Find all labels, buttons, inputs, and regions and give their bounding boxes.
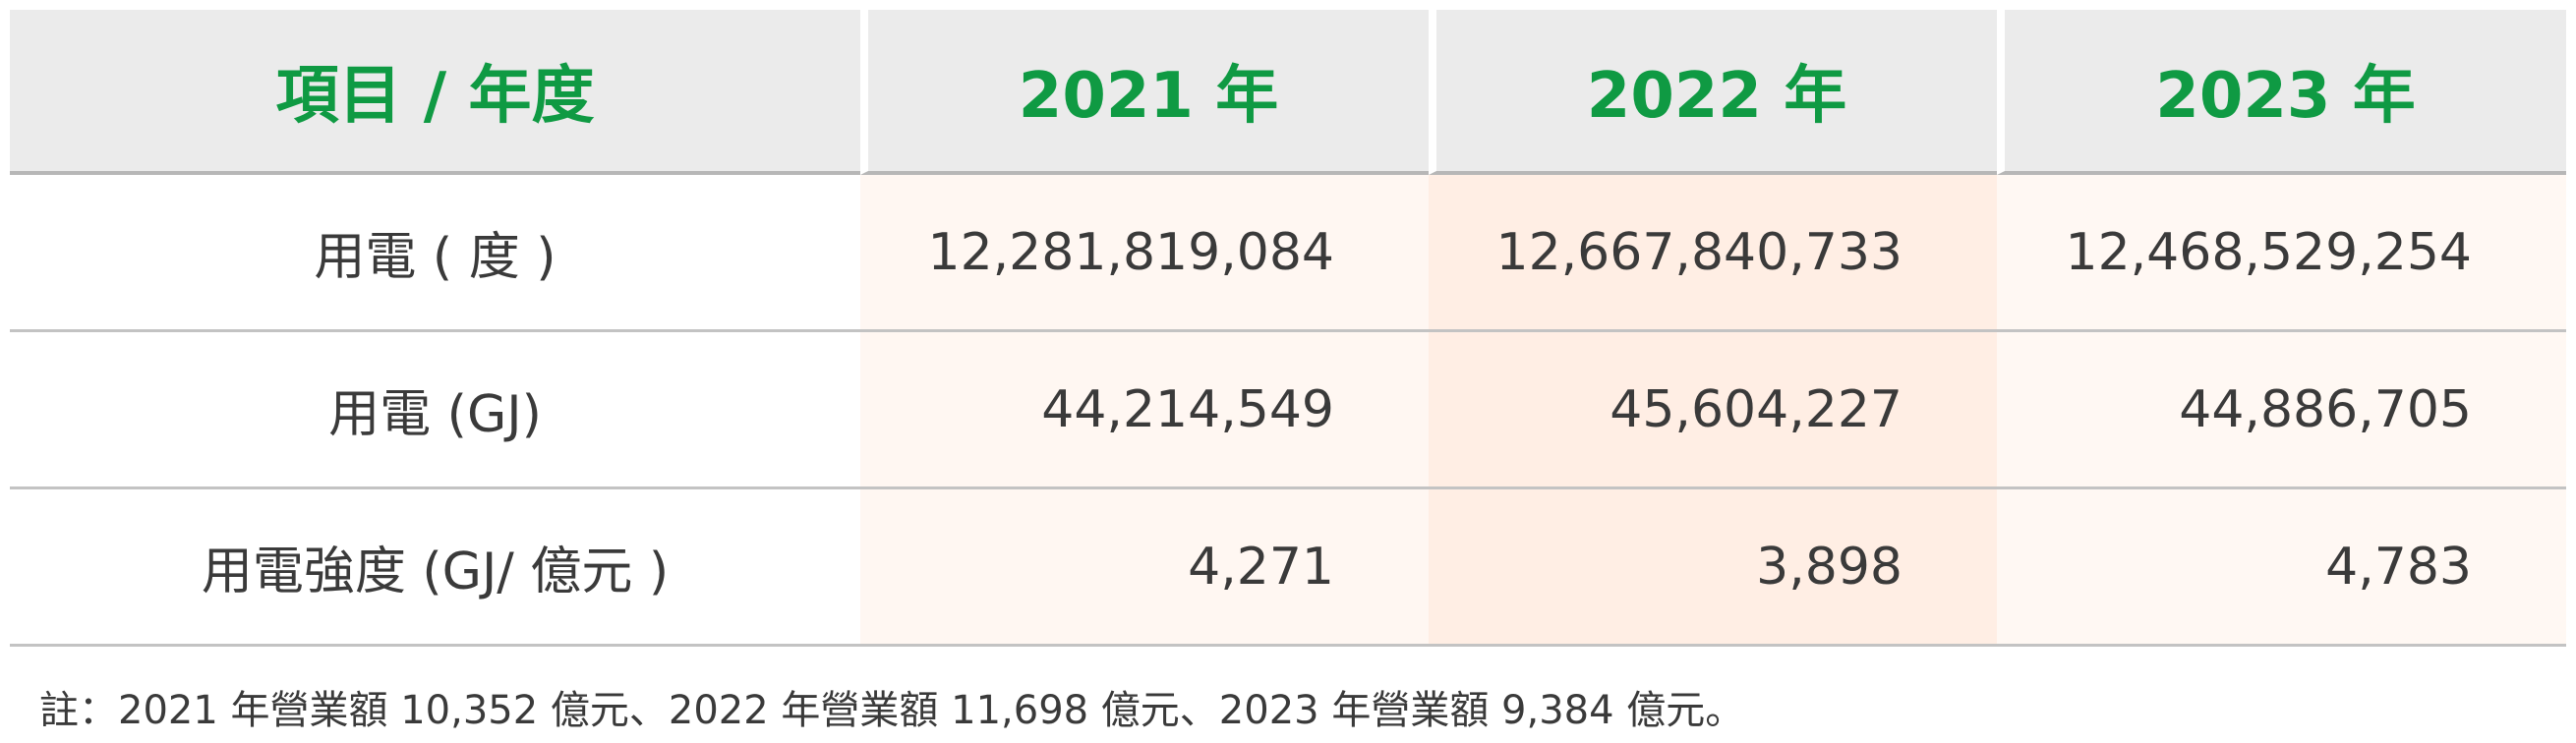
header-2022: 2022 年 (1429, 10, 1997, 175)
value-cell: 12,468,529,254 (1997, 175, 2566, 332)
header-2021: 2021 年 (860, 10, 1429, 175)
table-row: 用電 (GJ) 44,214,549 45,604,227 44,886,705 (10, 332, 2566, 489)
table-row: 用電強度 (GJ/ 億元 ) 4,271 3,898 4,783 (10, 489, 2566, 647)
header-item-year: 項目 / 年度 (10, 10, 860, 175)
row-label: 用電 ( 度 ) (10, 175, 860, 332)
row-label: 用電強度 (GJ/ 億元 ) (10, 489, 860, 647)
value-cell: 3,898 (1429, 489, 1997, 647)
value-cell: 4,783 (1997, 489, 2566, 647)
value-cell: 12,281,819,084 (860, 175, 1429, 332)
electricity-table: 項目 / 年度 2021 年 2022 年 2023 年 用電 ( 度 ) 12… (10, 10, 2566, 647)
header-2023: 2023 年 (1997, 10, 2566, 175)
value-cell: 44,886,705 (1997, 332, 2566, 489)
value-cell: 4,271 (860, 489, 1429, 647)
table-header-row: 項目 / 年度 2021 年 2022 年 2023 年 (10, 10, 2566, 175)
value-cell: 12,667,840,733 (1429, 175, 1997, 332)
row-label: 用電 (GJ) (10, 332, 860, 489)
table-footnote: 註：2021 年營業額 10,352 億元、2022 年營業額 11,698 億… (39, 688, 1745, 733)
value-cell: 44,214,549 (860, 332, 1429, 489)
table-row: 用電 ( 度 ) 12,281,819,084 12,667,840,733 1… (10, 175, 2566, 332)
value-cell: 45,604,227 (1429, 332, 1997, 489)
